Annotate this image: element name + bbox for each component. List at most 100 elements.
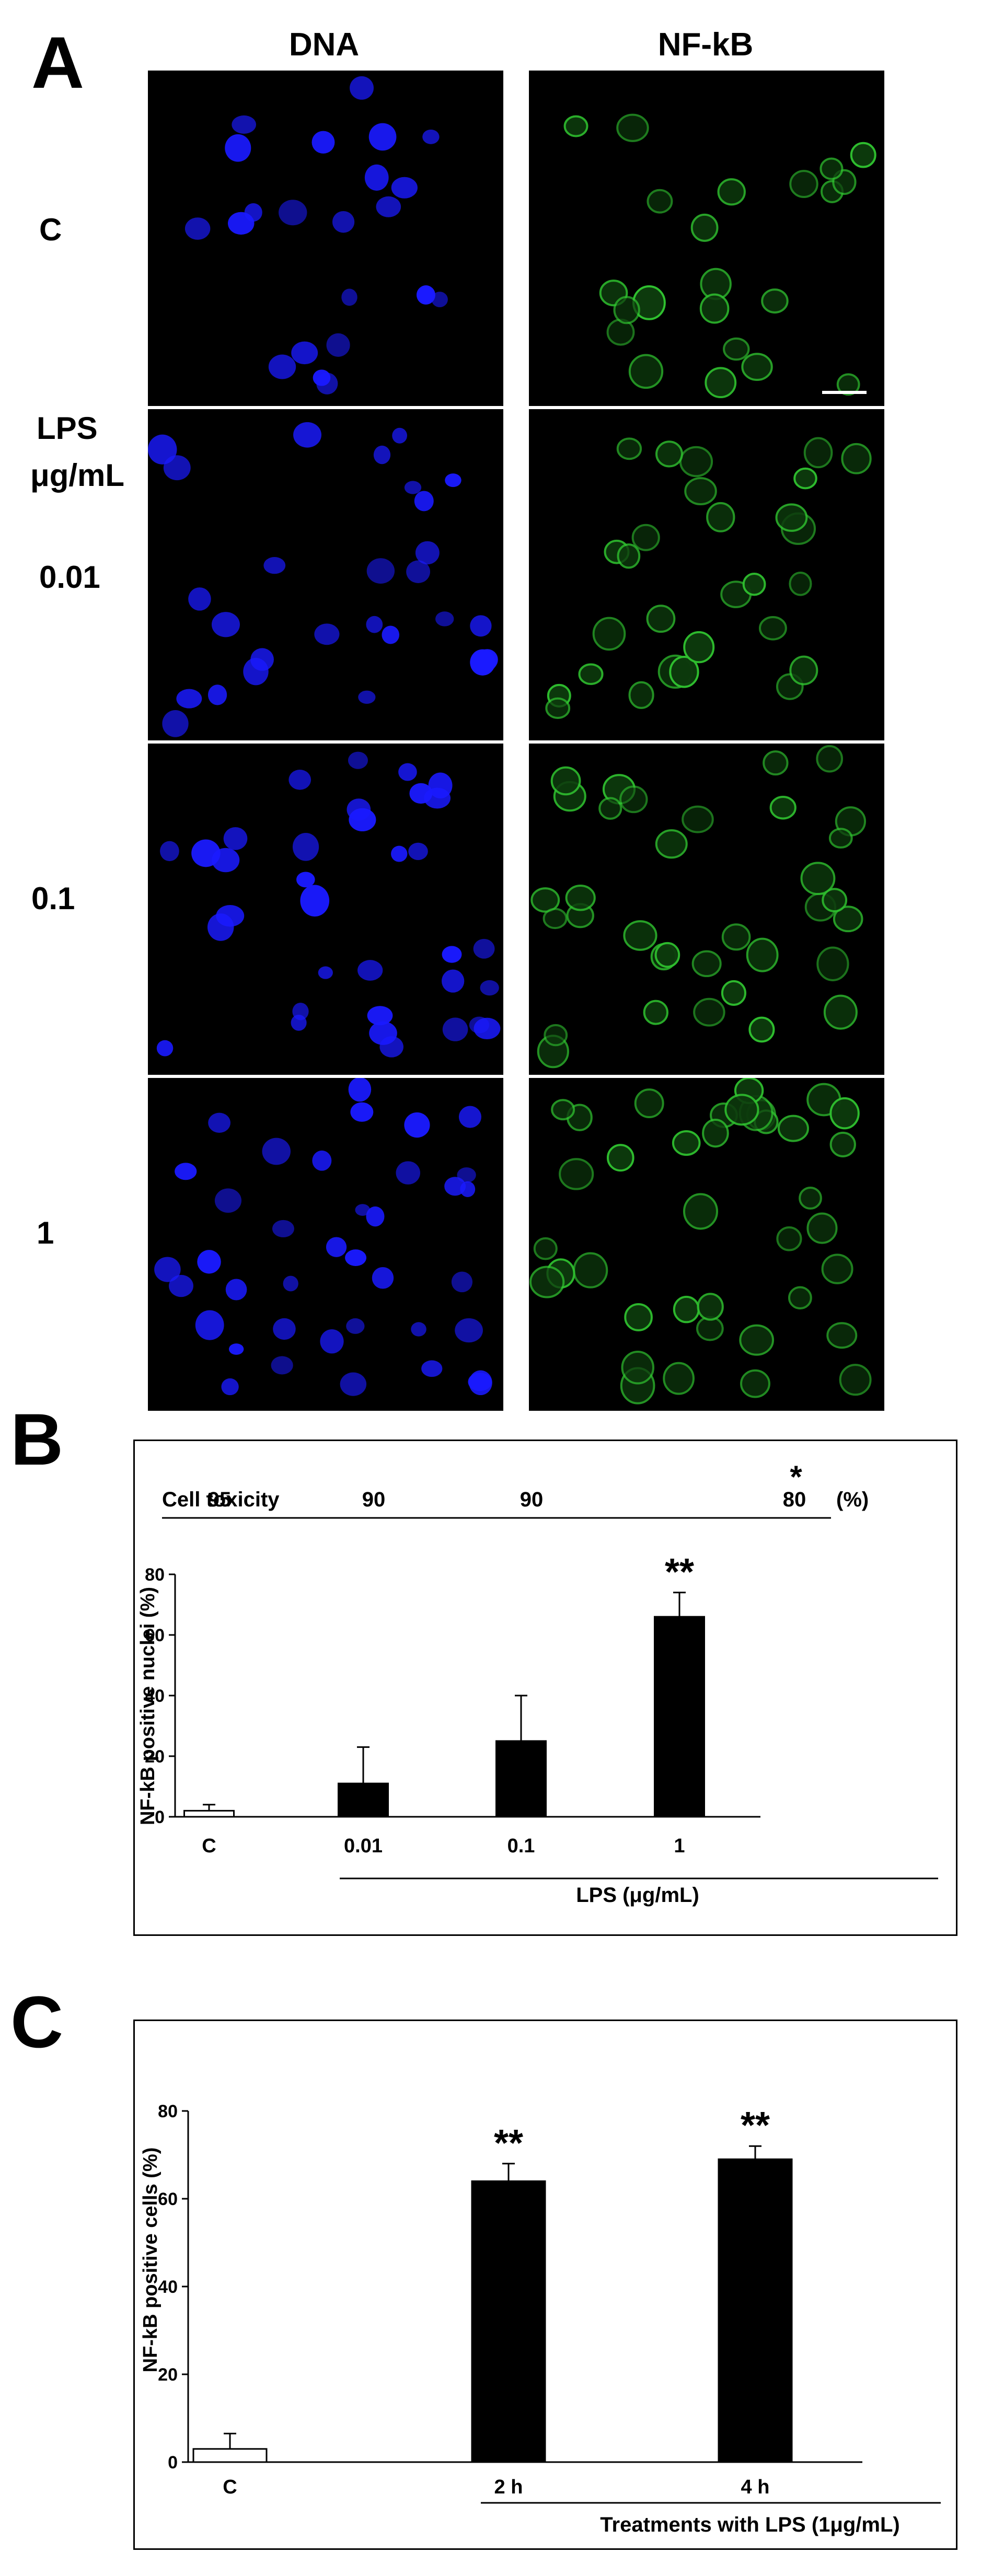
dna-nucleus [346, 1318, 365, 1334]
y-axis-label: NF-kB positive cells (%) [140, 2148, 161, 2373]
nfkb-cell [690, 213, 719, 242]
bar [471, 2180, 546, 2463]
nfkb-cell [578, 663, 604, 685]
toxicity-value: 90 [520, 1488, 544, 1511]
dna-nucleus [392, 427, 407, 444]
dna-nucleus [415, 541, 440, 565]
nfkb-cell [769, 795, 797, 820]
dna-nucleus [421, 1360, 443, 1377]
dna-nucleus [300, 885, 330, 917]
y-tick-label: 20 [158, 2365, 178, 2385]
nfkb-cell [721, 923, 751, 951]
nfkb-cell [823, 994, 858, 1030]
dna-cells-image [148, 76, 501, 1396]
nfkb-cell [646, 605, 676, 633]
panel-a-letter: A [31, 21, 85, 103]
dna-nucleus [480, 980, 499, 996]
y-tick-label: 60 [158, 2189, 178, 2209]
dna-nucleus [373, 445, 391, 465]
dna-nucleus [460, 1181, 476, 1198]
y-tick-label: 20 [145, 1747, 165, 1767]
dna-nucleus [216, 905, 245, 927]
dna-nucleus [195, 1310, 224, 1340]
dna-nucleus [188, 587, 211, 611]
nfkb-cell [592, 617, 626, 651]
dna-nucleus [148, 434, 177, 465]
dna-nucleus [350, 1102, 374, 1122]
dna-nucleus [212, 848, 240, 873]
toxicity-unit: (%) [836, 1488, 869, 1511]
nfkb-cell [740, 1369, 770, 1398]
dna-nucleus [243, 657, 269, 686]
nfkb-cell [741, 353, 773, 381]
y-tick-label: 40 [145, 1686, 165, 1706]
dna-nucleus [311, 131, 335, 154]
nfkb-cell [529, 1266, 565, 1298]
dna-nucleus [326, 333, 350, 357]
nfkb-cell [828, 828, 853, 849]
dna-nucleus [207, 684, 227, 705]
toxicity-value: 95 [208, 1488, 232, 1511]
dna-nucleus [366, 558, 395, 584]
toxicity-value: 90 [362, 1488, 386, 1511]
dna-nucleus [422, 129, 440, 144]
nfkb-cell [717, 178, 746, 206]
dna-nucleus [348, 1077, 372, 1102]
nfkb-cell [789, 572, 812, 596]
nfkb-cell [647, 189, 673, 214]
dna-nucleus [211, 612, 240, 637]
dna-nucleus [263, 556, 286, 574]
bar [654, 1616, 705, 1818]
dna-nucleus [162, 710, 189, 737]
y-tick-label: 0 [155, 1807, 165, 1827]
nfkb-cell [775, 503, 808, 532]
panel-c-chart: NF-kB positive cells (%) Treatments with… [140, 2102, 941, 2536]
group-label: LPS (μg/mL) [576, 1884, 699, 1907]
dna-nucleus [404, 481, 422, 494]
nfkb-cell [616, 437, 642, 460]
nfkb-cell [623, 920, 657, 951]
dna-nucleus [225, 1279, 247, 1301]
nfkb-cells-image [529, 113, 876, 1405]
dna-nucleus [326, 1237, 347, 1257]
x-tick-label: 0.01 [344, 1835, 383, 1857]
dna-nucleus [366, 1206, 385, 1227]
nfkb-cell [682, 805, 714, 833]
dna-nucleus [291, 341, 318, 365]
y-tick-label: 0 [168, 2453, 178, 2473]
nfkb-cell [684, 477, 717, 506]
nfkb-cell [816, 946, 849, 981]
nfkb-cell [788, 1286, 812, 1309]
bar [183, 1809, 235, 1818]
dna-nucleus [184, 217, 211, 240]
dna-nucleus [368, 123, 397, 151]
row-label-0-1: 0.1 [31, 881, 75, 916]
nfkb-cell [777, 1115, 809, 1142]
dna-nucleus [271, 1356, 293, 1375]
nfkb-cell [826, 1322, 858, 1349]
dna-nucleus [391, 177, 418, 199]
dna-nucleus [283, 1275, 298, 1292]
dna-nucleus [288, 770, 311, 790]
dna-nucleus [372, 1267, 394, 1289]
dna-nucleus [455, 1318, 483, 1343]
nfkb-cell [739, 1324, 775, 1356]
nfkb-cell [544, 1024, 568, 1047]
nfkb-cell [598, 797, 622, 820]
dna-nucleus [292, 1002, 309, 1020]
nfkb-cell [672, 1130, 701, 1156]
row-label-lps: LPS [37, 411, 98, 446]
nfkb-cell [816, 745, 844, 773]
dna-nucleus [366, 616, 383, 633]
dna-nucleus [458, 1106, 481, 1128]
toxicity-value: 80 [783, 1488, 806, 1511]
nfkb-cell [699, 293, 730, 324]
nfkb-cell [742, 572, 766, 596]
nfkb-cell [799, 1186, 822, 1210]
column-label-dna: DNA [288, 27, 360, 63]
dna-nucleus [273, 1318, 296, 1340]
x-tick-label: C [202, 1835, 216, 1857]
nfkb-cell [702, 1118, 729, 1148]
row-separator [529, 740, 884, 744]
nfkb-cell [793, 467, 817, 490]
